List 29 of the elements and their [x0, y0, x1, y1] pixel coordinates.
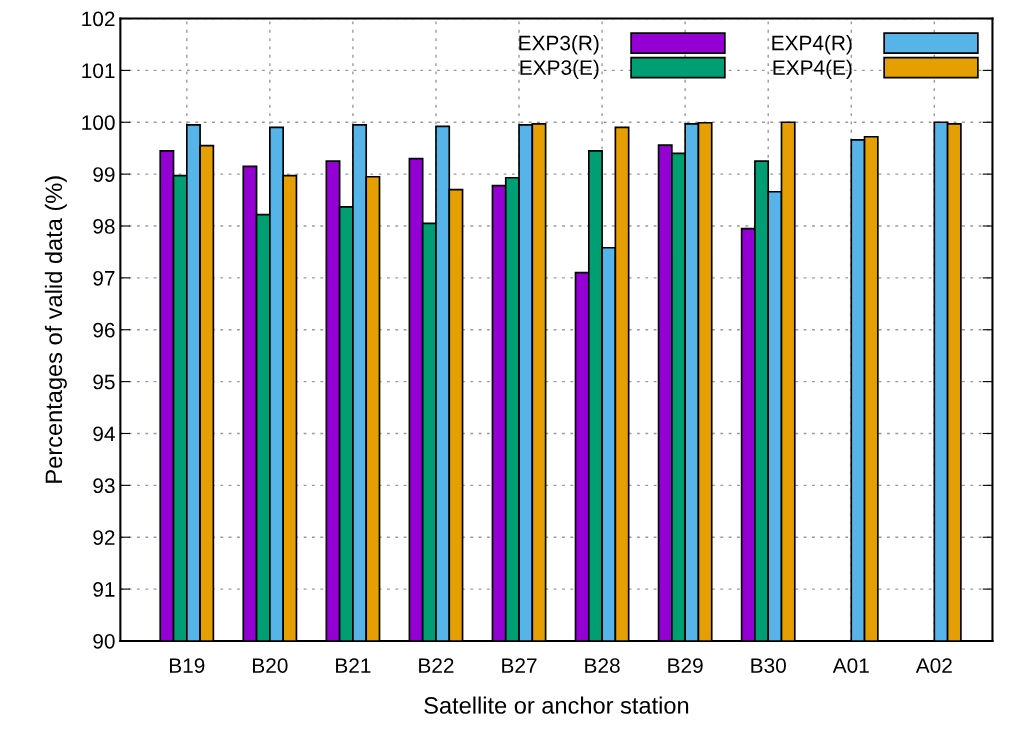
x-tick-label: B29 — [668, 658, 703, 673]
y-tick-label: 101 — [82, 63, 115, 79]
x-tick-label: A02 — [915, 658, 952, 673]
x-tick-label: B19 — [169, 658, 205, 673]
y-tick-label: 94 — [93, 426, 115, 442]
y-tick-label: 93 — [93, 478, 115, 494]
legend-label: EXP3(E) — [520, 59, 599, 80]
legend-label: EXP4(E) — [773, 59, 852, 80]
y-tick-label: 92 — [93, 530, 115, 545]
y-tick-label: 95 — [93, 374, 115, 390]
y-axis-title: Percentages of valid data (%) — [44, 176, 67, 483]
y-tick-label: 99 — [93, 167, 115, 182]
y-tick-label: 96 — [93, 322, 115, 338]
x-tick-label: B28 — [585, 658, 620, 673]
y-tick-label: 97 — [93, 270, 115, 286]
x-tick-label: B22 — [419, 658, 454, 673]
x-tick-label: B20 — [253, 658, 288, 673]
x-axis-title: Satellite or anchor station — [424, 696, 689, 714]
y-tick-label: 98 — [93, 219, 115, 234]
y-tick-label: 90 — [93, 633, 115, 649]
legend-label: EXP3(R) — [519, 35, 599, 55]
y-tick-label: 102 — [82, 11, 115, 27]
x-tick-label: B27 — [502, 658, 537, 673]
y-tick-label: 100 — [82, 115, 115, 131]
y-tick-label: 91 — [93, 582, 115, 597]
x-tick-label: B30 — [751, 658, 786, 673]
x-tick-label: A01 — [832, 658, 869, 673]
legend-label: EXP4(R) — [772, 35, 852, 55]
x-tick-label: B21 — [336, 658, 371, 673]
